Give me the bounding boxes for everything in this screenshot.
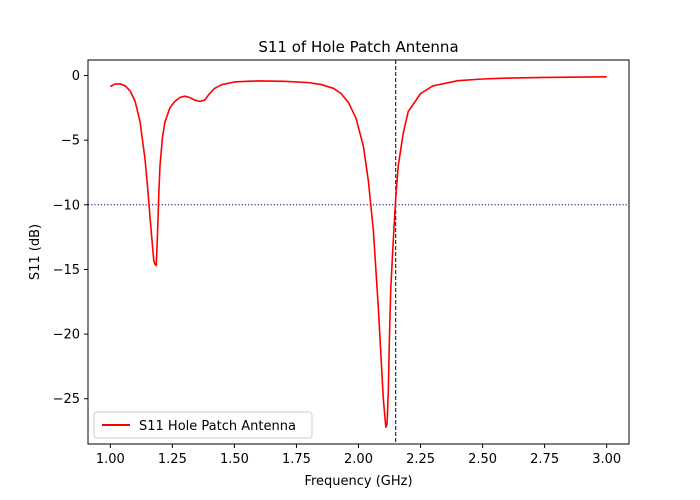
x-tick-label: 1.75 [282,452,311,467]
series-line [109,76,607,428]
x-axis-label: Frequency (GHz) [304,474,412,489]
legend-box [93,411,313,439]
x-tick-label: 2.50 [468,452,497,467]
x-tick-label: 2.75 [530,452,559,467]
axes-frame [87,59,630,445]
y-tick-label: −10 [53,198,80,213]
plot-area [88,60,629,444]
axis-ticks: 1.00 1.25 1.50 1.75 2.00 2.25 2.50 2.75 3.00 0 −5 −… [53,69,622,467]
x-tick-label: 1.50 [220,452,249,467]
y-tick-label: −5 [61,134,80,149]
y-tick-label: 0 [72,69,80,84]
x-tick-label: 2.00 [344,452,373,467]
y-tick-label: −20 [53,328,80,343]
x-tick-label: 3.00 [592,452,621,467]
y-tick-label: −15 [53,263,80,278]
legend-label: S11 Hole Patch Antenna [139,419,296,434]
y-axis-label: S11 (dB) [28,224,43,280]
x-tick-label: 2.25 [406,452,435,467]
chart-title: S11 of Hole Patch Antenna [258,38,458,56]
x-tick-label: 1.25 [158,452,187,467]
x-tick-label: 1.00 [96,452,125,467]
y-tick-label: −25 [53,392,80,407]
legend: S11 Hole Patch Antenna [93,411,313,439]
